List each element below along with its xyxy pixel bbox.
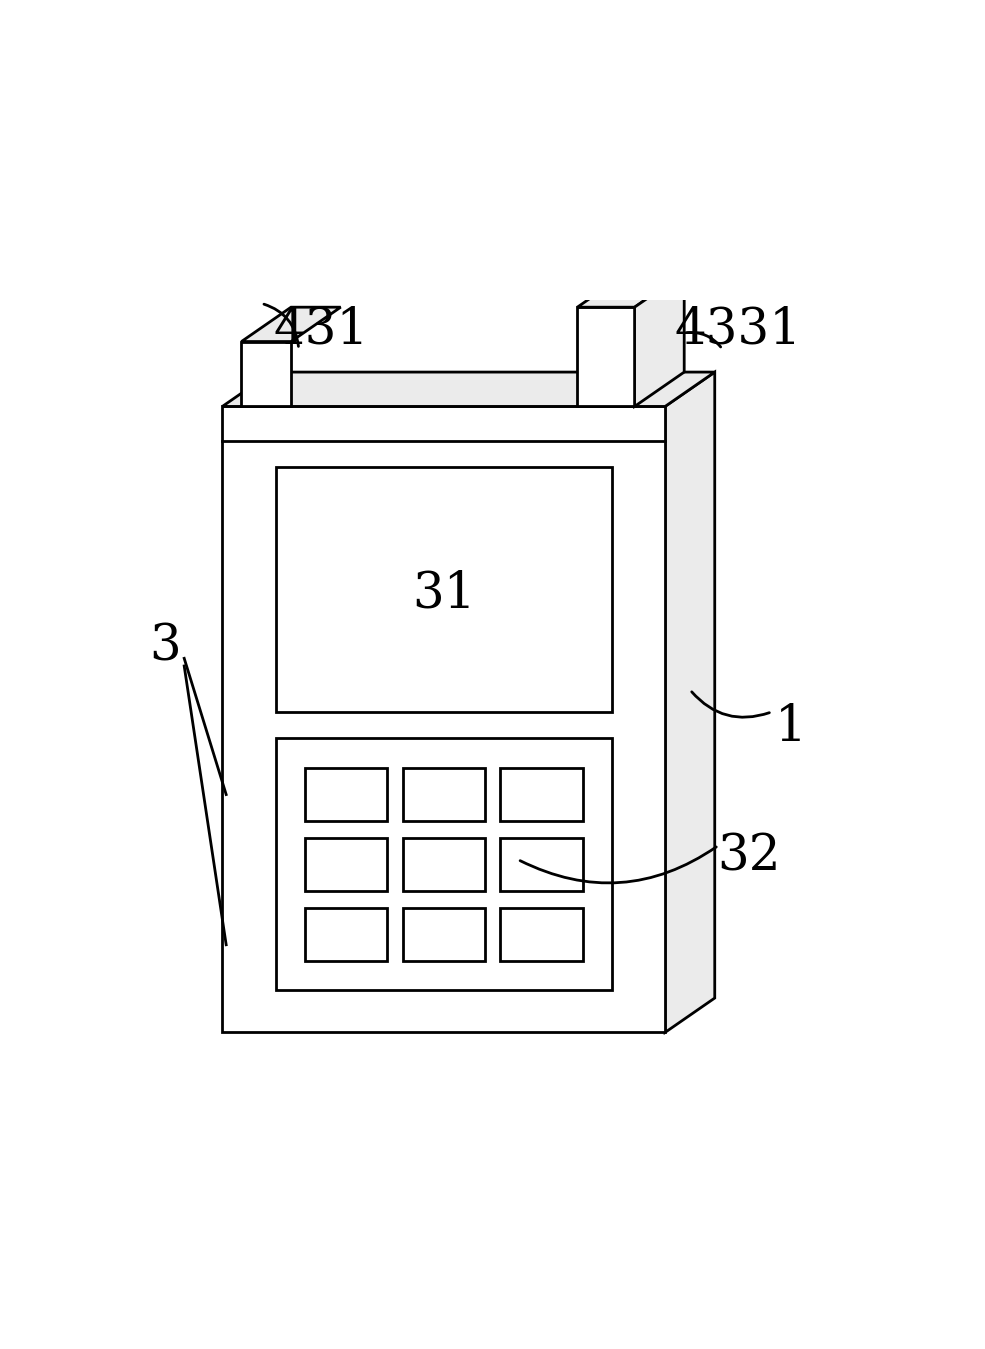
Bar [304,768,387,822]
Bar [500,908,583,962]
Bar [223,406,665,1032]
Text: 32: 32 [717,832,781,881]
Polygon shape [241,308,341,341]
Bar [276,738,612,990]
Bar [403,768,485,822]
Text: 4331: 4331 [674,305,801,355]
Bar [241,341,292,406]
Bar [304,838,387,892]
Bar [500,768,583,822]
Bar [403,908,485,962]
Text: 431: 431 [274,305,369,355]
Text: 3: 3 [150,622,181,672]
Bar [577,308,634,406]
Text: 31: 31 [412,569,476,618]
Bar [403,838,485,892]
Polygon shape [223,372,715,406]
Polygon shape [665,372,715,1032]
Bar [276,468,612,712]
Polygon shape [634,272,685,406]
Text: 1: 1 [775,703,807,751]
Bar [304,908,387,962]
Polygon shape [577,272,685,308]
Bar [500,838,583,892]
